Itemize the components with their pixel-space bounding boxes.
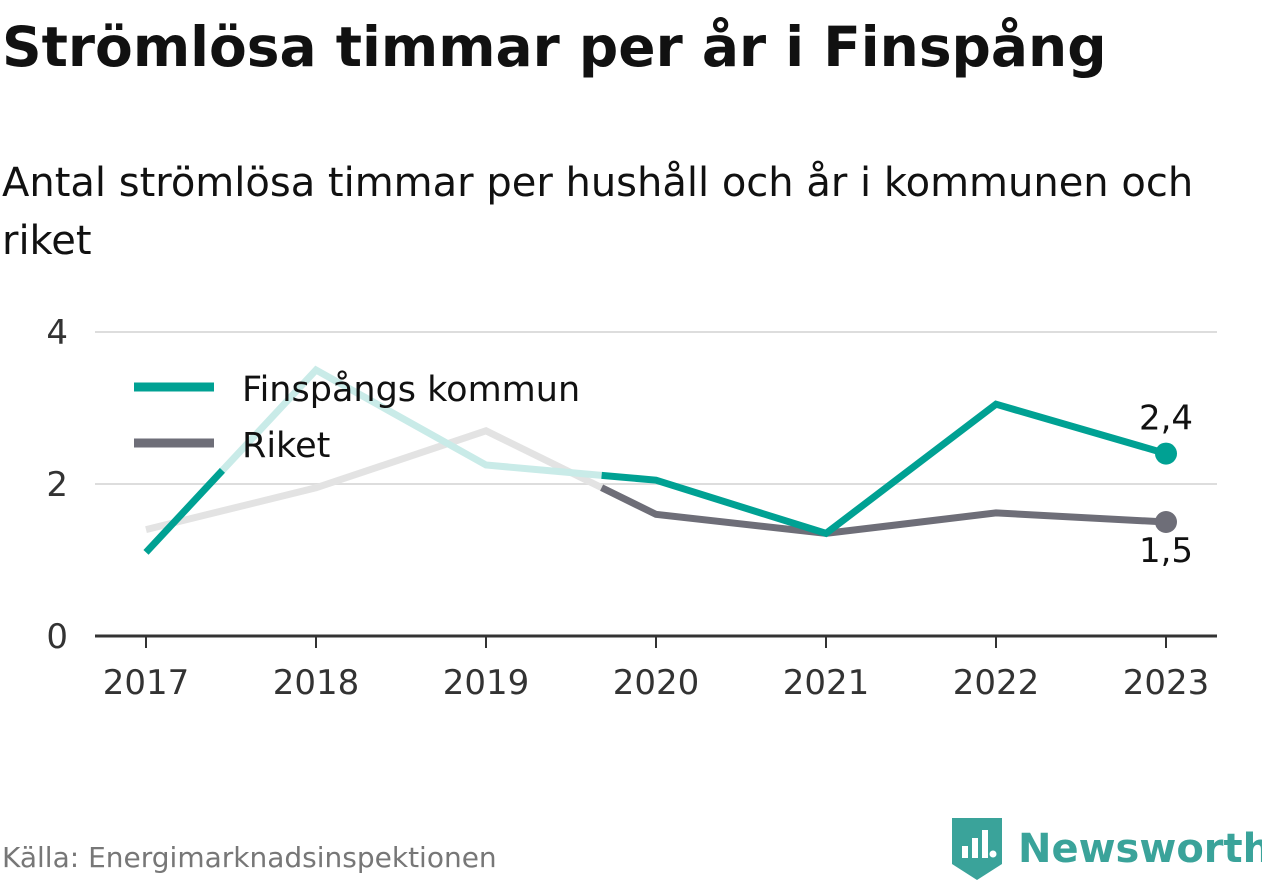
y-tick-label: 4 — [46, 313, 68, 353]
y-tick-label: 2 — [46, 465, 68, 505]
x-tick-label: 2023 — [1123, 663, 1210, 703]
brand-name: Newsworthy — [1018, 826, 1262, 872]
end-labels: 2,4 1,5 — [1139, 399, 1193, 571]
finspang-end-point — [1155, 442, 1177, 465]
x-axis: 2017 2018 2019 2020 2021 2022 2023 — [95, 634, 1217, 703]
riket-end-point — [1155, 511, 1177, 533]
riket-end-label: 1,5 — [1139, 531, 1193, 571]
legend-label-finspang: Finspångs kommun — [242, 369, 580, 410]
source-note: Källa: Energimarknadsinspektionen — [2, 841, 497, 874]
series-lines — [143, 365, 1167, 555]
x-tick-label: 2018 — [273, 663, 360, 703]
x-tick-label: 2017 — [103, 663, 190, 703]
legend: Finspångs kommun Riket — [134, 369, 580, 466]
gridlines — [95, 331, 1217, 485]
brand-logo: Newsworthy — [952, 818, 1262, 880]
finspang-line-start — [143, 467, 226, 555]
x-tick-label: 2022 — [953, 663, 1040, 703]
riket-line-faded — [145, 427, 604, 533]
riket-line — [600, 484, 1167, 537]
finspang-end-label: 2,4 — [1139, 399, 1193, 439]
chart-title: Strömlösa timmar per år i Finspång — [2, 15, 1107, 79]
y-axis: 0 2 4 — [46, 313, 68, 657]
chart-subtitle: Antal strömlösa timmar per hushåll och å… — [2, 160, 1194, 264]
finspang-line-faded — [219, 365, 602, 479]
y-tick-label: 0 — [46, 617, 68, 657]
legend-label-riket: Riket — [242, 426, 330, 466]
finspang-line — [601, 400, 1167, 538]
x-tick-label: 2019 — [443, 663, 530, 703]
x-tick-label: 2021 — [783, 663, 870, 703]
x-tick-label: 2020 — [613, 663, 700, 703]
newsworthy-logo-icon — [952, 818, 1002, 880]
